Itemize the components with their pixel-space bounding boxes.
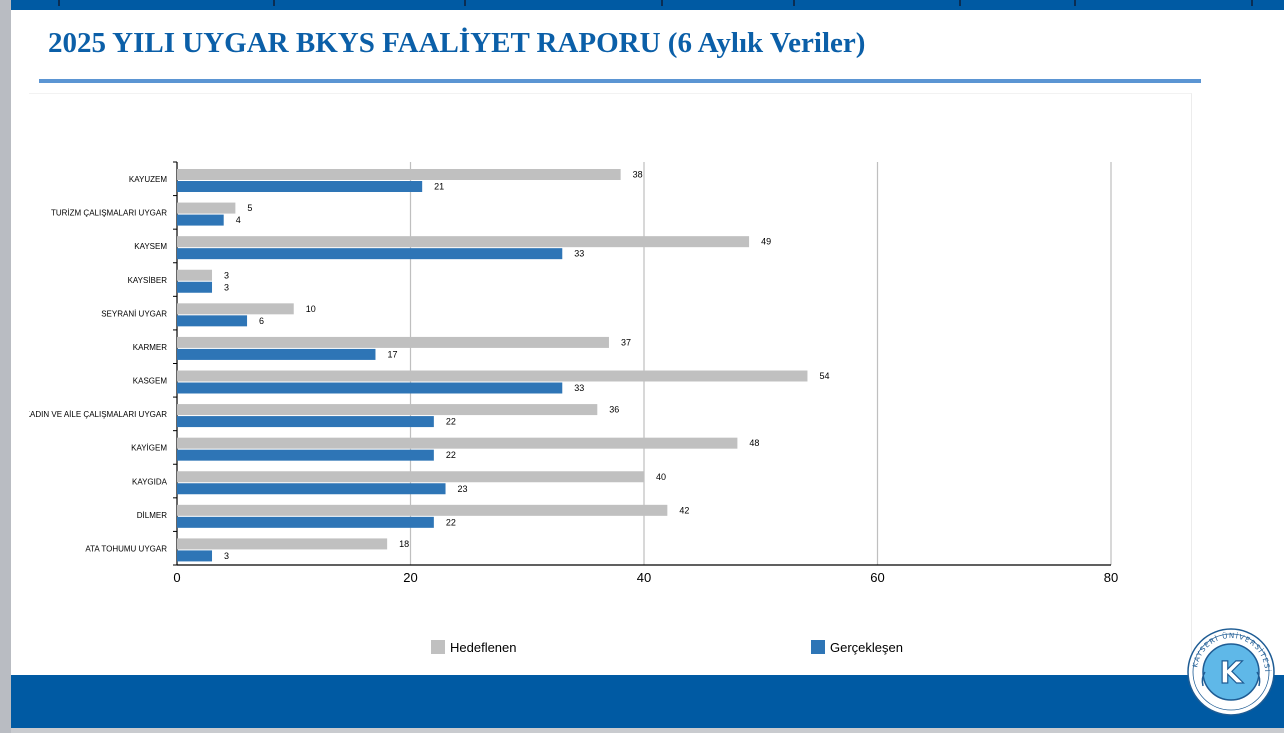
bar-hedeflenen [177, 236, 750, 248]
data-label: 10 [306, 304, 316, 314]
bar-gerceklesen [177, 483, 446, 495]
category-label: SEYRANİ UYGAR [101, 309, 167, 318]
category-label: KAYGIDA [132, 477, 168, 486]
x-tick-label: 20 [403, 570, 417, 585]
legend-swatch [431, 640, 445, 654]
x-tick-label: 0 [173, 570, 180, 585]
bar-chart: 0 20 40 60 80 KAYUZEM 38 21 TURİZM ÇALIŞMALARI U… [29, 161, 1118, 655]
bar-hedeflenen [177, 471, 644, 483]
x-tick-label: 60 [870, 570, 884, 585]
title-underline [39, 79, 1201, 83]
category-label: KAYUZEM [129, 175, 167, 184]
bar-hedeflenen [177, 269, 213, 281]
category-label: KAYSEM [134, 242, 167, 251]
category-label: DİLMER [137, 511, 167, 520]
legend-swatch [811, 640, 825, 654]
data-label: 3 [224, 270, 229, 280]
logo-letter: K [1219, 656, 1244, 691]
bottom-banner [11, 675, 1284, 728]
category-label: KARMER [133, 343, 167, 352]
page-title: 2025 YILI UYGAR BKYS FAALİYET RAPORU (6 … [48, 27, 866, 59]
data-label: 48 [749, 438, 759, 448]
top-banner [11, 0, 1284, 10]
category-label: ATA TOHUMU UYGAR [85, 544, 167, 553]
bar-gerceklesen [177, 516, 434, 528]
bar-hedeflenen [177, 202, 236, 214]
category-label: TURİZM ÇALIŞMALARI UYGAR [51, 209, 167, 218]
bar-gerceklesen [177, 382, 563, 394]
bar-hedeflenen [177, 303, 294, 315]
bar-gerceklesen [177, 181, 423, 192]
banner-divider [1251, 0, 1253, 6]
bar-hedeflenen [177, 437, 738, 449]
banner-divider [58, 0, 60, 6]
slide: 2025 YILI UYGAR BKYS FAALİYET RAPORU (6 … [11, 0, 1284, 733]
bar-gerceklesen [177, 449, 434, 461]
banner-divider [793, 0, 795, 6]
banner-divider [1074, 0, 1076, 6]
bar-hedeflenen [177, 370, 808, 382]
bar-gerceklesen [177, 281, 213, 293]
category-label: KADIN VE AİLE ÇALIŞMALARI UYGAR [29, 410, 167, 419]
data-label: 33 [574, 383, 584, 393]
data-label: 22 [446, 517, 456, 527]
bottom-edge [11, 728, 1284, 733]
data-label: 17 [387, 349, 397, 359]
university-seal-icon: KAYSERİ ÜNİVERSİTESİ K [1187, 628, 1275, 716]
data-label: 4 [236, 215, 241, 225]
bar-hedeflenen [177, 404, 598, 416]
bar-hedeflenen [177, 169, 621, 180]
data-label: 22 [446, 417, 456, 427]
data-label: 6 [259, 316, 264, 326]
bar-hedeflenen [177, 336, 609, 348]
data-label: 38 [633, 170, 643, 180]
data-label: 22 [446, 450, 456, 460]
data-label: 33 [574, 249, 584, 259]
bar-gerceklesen [177, 315, 248, 327]
chart-panel: 0 20 40 60 80 KAYUZEM 38 21 TURİZM ÇALIŞMALARI U… [29, 93, 1192, 659]
x-tick-label: 40 [637, 570, 651, 585]
data-label: 18 [399, 539, 409, 549]
data-label: 37 [621, 337, 631, 347]
x-tick-label: 80 [1104, 570, 1118, 585]
category-label: KASGEM [133, 377, 168, 386]
banner-divider [959, 0, 961, 6]
bar-gerceklesen [177, 248, 563, 260]
data-label: 40 [656, 472, 666, 482]
banner-divider [661, 0, 663, 6]
data-label: 3 [224, 282, 229, 292]
category-label: KAYSİBER [128, 276, 168, 285]
bar-gerceklesen [177, 416, 434, 428]
category-label: KAYİGEM [131, 444, 167, 453]
data-label: 5 [247, 203, 252, 213]
data-label: 3 [224, 551, 229, 561]
bar-hedeflenen [177, 504, 668, 516]
bar-gerceklesen [177, 214, 224, 226]
data-label: 49 [761, 237, 771, 247]
data-label: 36 [609, 405, 619, 415]
data-label: 54 [819, 371, 829, 381]
data-label: 21 [434, 182, 444, 192]
legend-label: Gerçekleşen [830, 640, 903, 655]
data-label: 23 [458, 484, 468, 494]
banner-divider [464, 0, 466, 6]
banner-divider [273, 0, 275, 6]
bar-gerceklesen [177, 550, 213, 562]
bar-gerceklesen [177, 348, 376, 360]
legend-label: Hedeflenen [450, 640, 517, 655]
bar-hedeflenen [177, 538, 388, 550]
data-label: 42 [679, 505, 689, 515]
